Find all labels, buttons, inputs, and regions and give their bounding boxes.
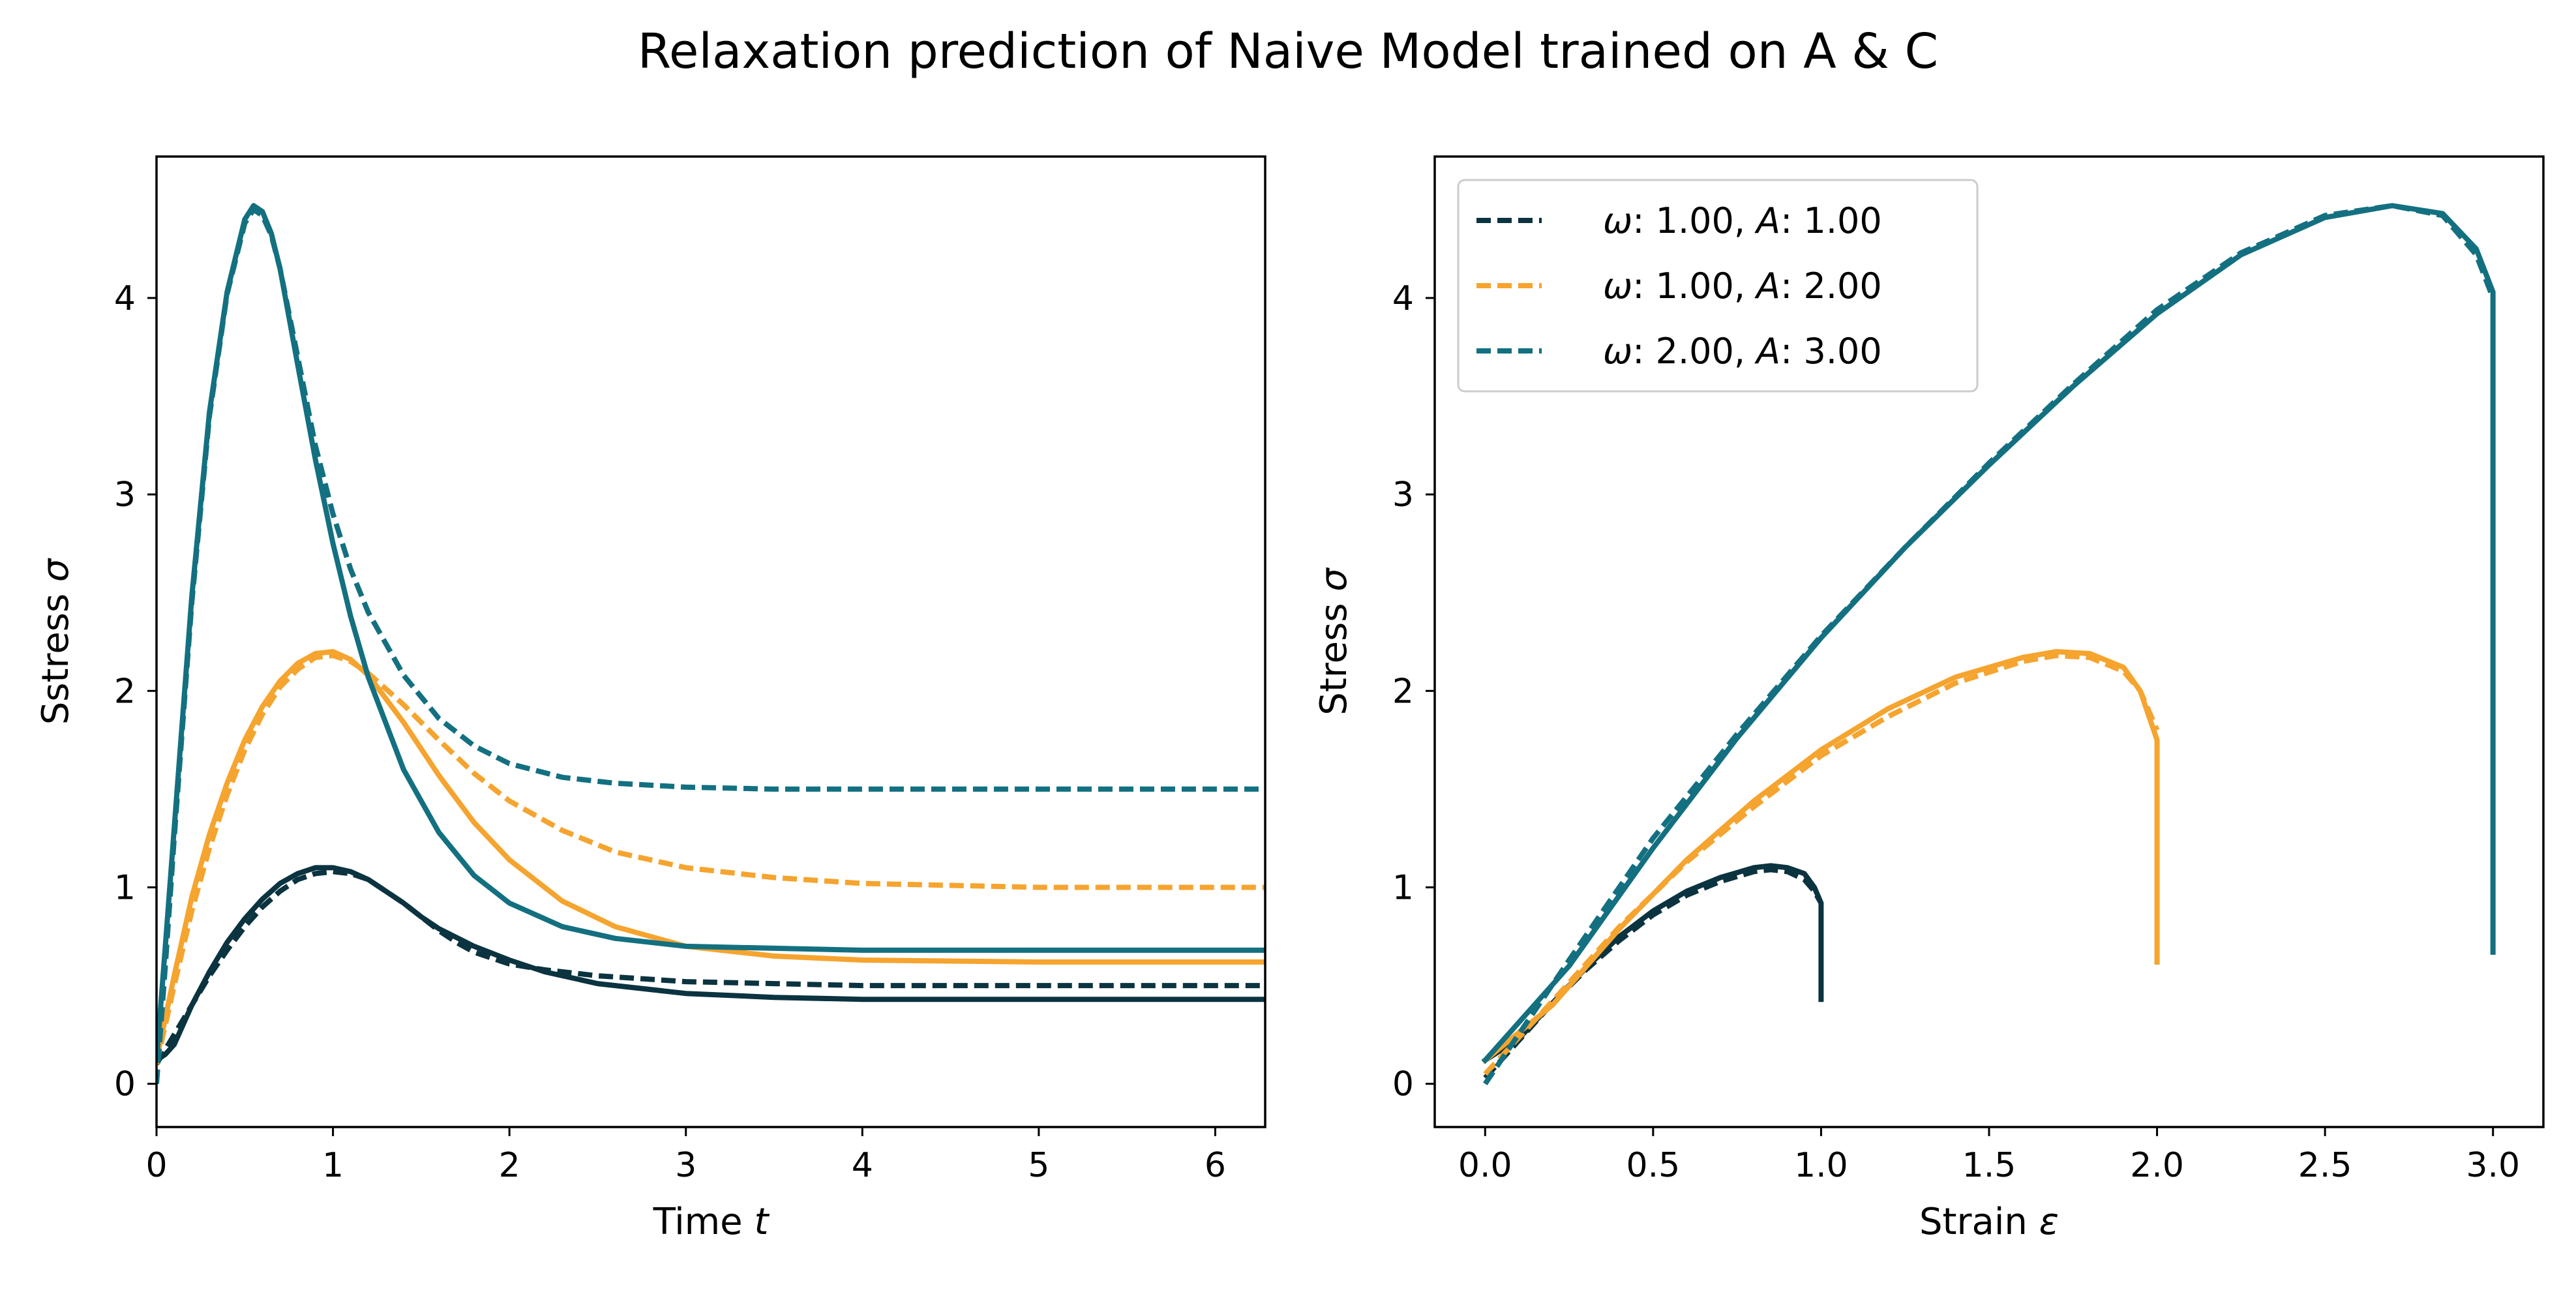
x-tick-label: 1.0	[1794, 1146, 1848, 1185]
x-tick-label: 2.5	[2298, 1146, 2352, 1185]
x-tick-label: 2	[499, 1146, 520, 1185]
plot-lines	[157, 203, 1265, 1084]
y-tick-label: 4	[114, 279, 136, 318]
y-tick-label: 0	[114, 1065, 136, 1104]
x-tick-label: 0.0	[1458, 1146, 1512, 1185]
x-tick-label: 1.5	[1962, 1146, 2016, 1185]
legend-entry-label: ω: 1.00, A: 2.00	[1603, 265, 1882, 307]
legend-entry-label: ω: 1.00, A: 1.00	[1603, 200, 1882, 241]
x-tick-label: 3.0	[2466, 1146, 2520, 1185]
figure-title: Relaxation prediction of Naive Model tra…	[638, 23, 1938, 80]
y-tick-label: 2	[1392, 672, 1414, 711]
legend-entry-label: ω: 2.00, A: 3.00	[1603, 331, 1882, 372]
x-tick-label: 4	[852, 1146, 873, 1185]
y-tick-label: 3	[114, 475, 136, 515]
y-tick-label: 4	[1392, 279, 1414, 318]
x-tick-label: 5	[1028, 1146, 1049, 1185]
solid-series-line	[157, 203, 1265, 1063]
solid-series-line	[1481, 203, 2496, 1064]
solid-series-line	[157, 865, 1265, 1064]
y-tick-label: 1	[1392, 869, 1414, 908]
x-tick-label: 0	[145, 1146, 167, 1185]
axes-frame	[155, 155, 1266, 1128]
x-tick-label: 3	[675, 1146, 696, 1185]
x-axis-label: Strain ε	[1919, 1201, 2059, 1243]
y-axis-label: Sstress σ	[35, 558, 77, 725]
plot-lines	[1481, 203, 2496, 1085]
x-tick-label: 2.0	[2130, 1146, 2184, 1185]
x-tick-label: 0.5	[1626, 1146, 1680, 1185]
y-tick-label: 0	[1392, 1065, 1414, 1104]
legend-box	[1457, 179, 1979, 393]
x-tick-label: 1	[322, 1146, 344, 1185]
y-tick-label: 1	[114, 869, 136, 908]
y-axis-label: Stress σ	[1313, 567, 1355, 715]
legend: ω: 1.00, A: 1.00 ω: 1.00, A: 2.00 ω: 2.00,…	[1457, 179, 1979, 393]
x-tick-label: 6	[1205, 1146, 1226, 1185]
solid-series-line	[1481, 649, 2160, 1064]
left-chart-panel: 0 1 2 3 4 5 6 0 1 2 3 4 Time t Sstress σ	[35, 155, 1266, 1243]
y-tick-label: 2	[114, 672, 136, 711]
right-chart-panel: 0.0 0.5 1.0 1.5 2.0 2.5 3.0 0 1 2 3 4 Strain ε Stress…	[1313, 155, 2545, 1243]
x-axis-label: Time t	[653, 1201, 770, 1243]
y-tick-label: 3	[1392, 475, 1414, 515]
